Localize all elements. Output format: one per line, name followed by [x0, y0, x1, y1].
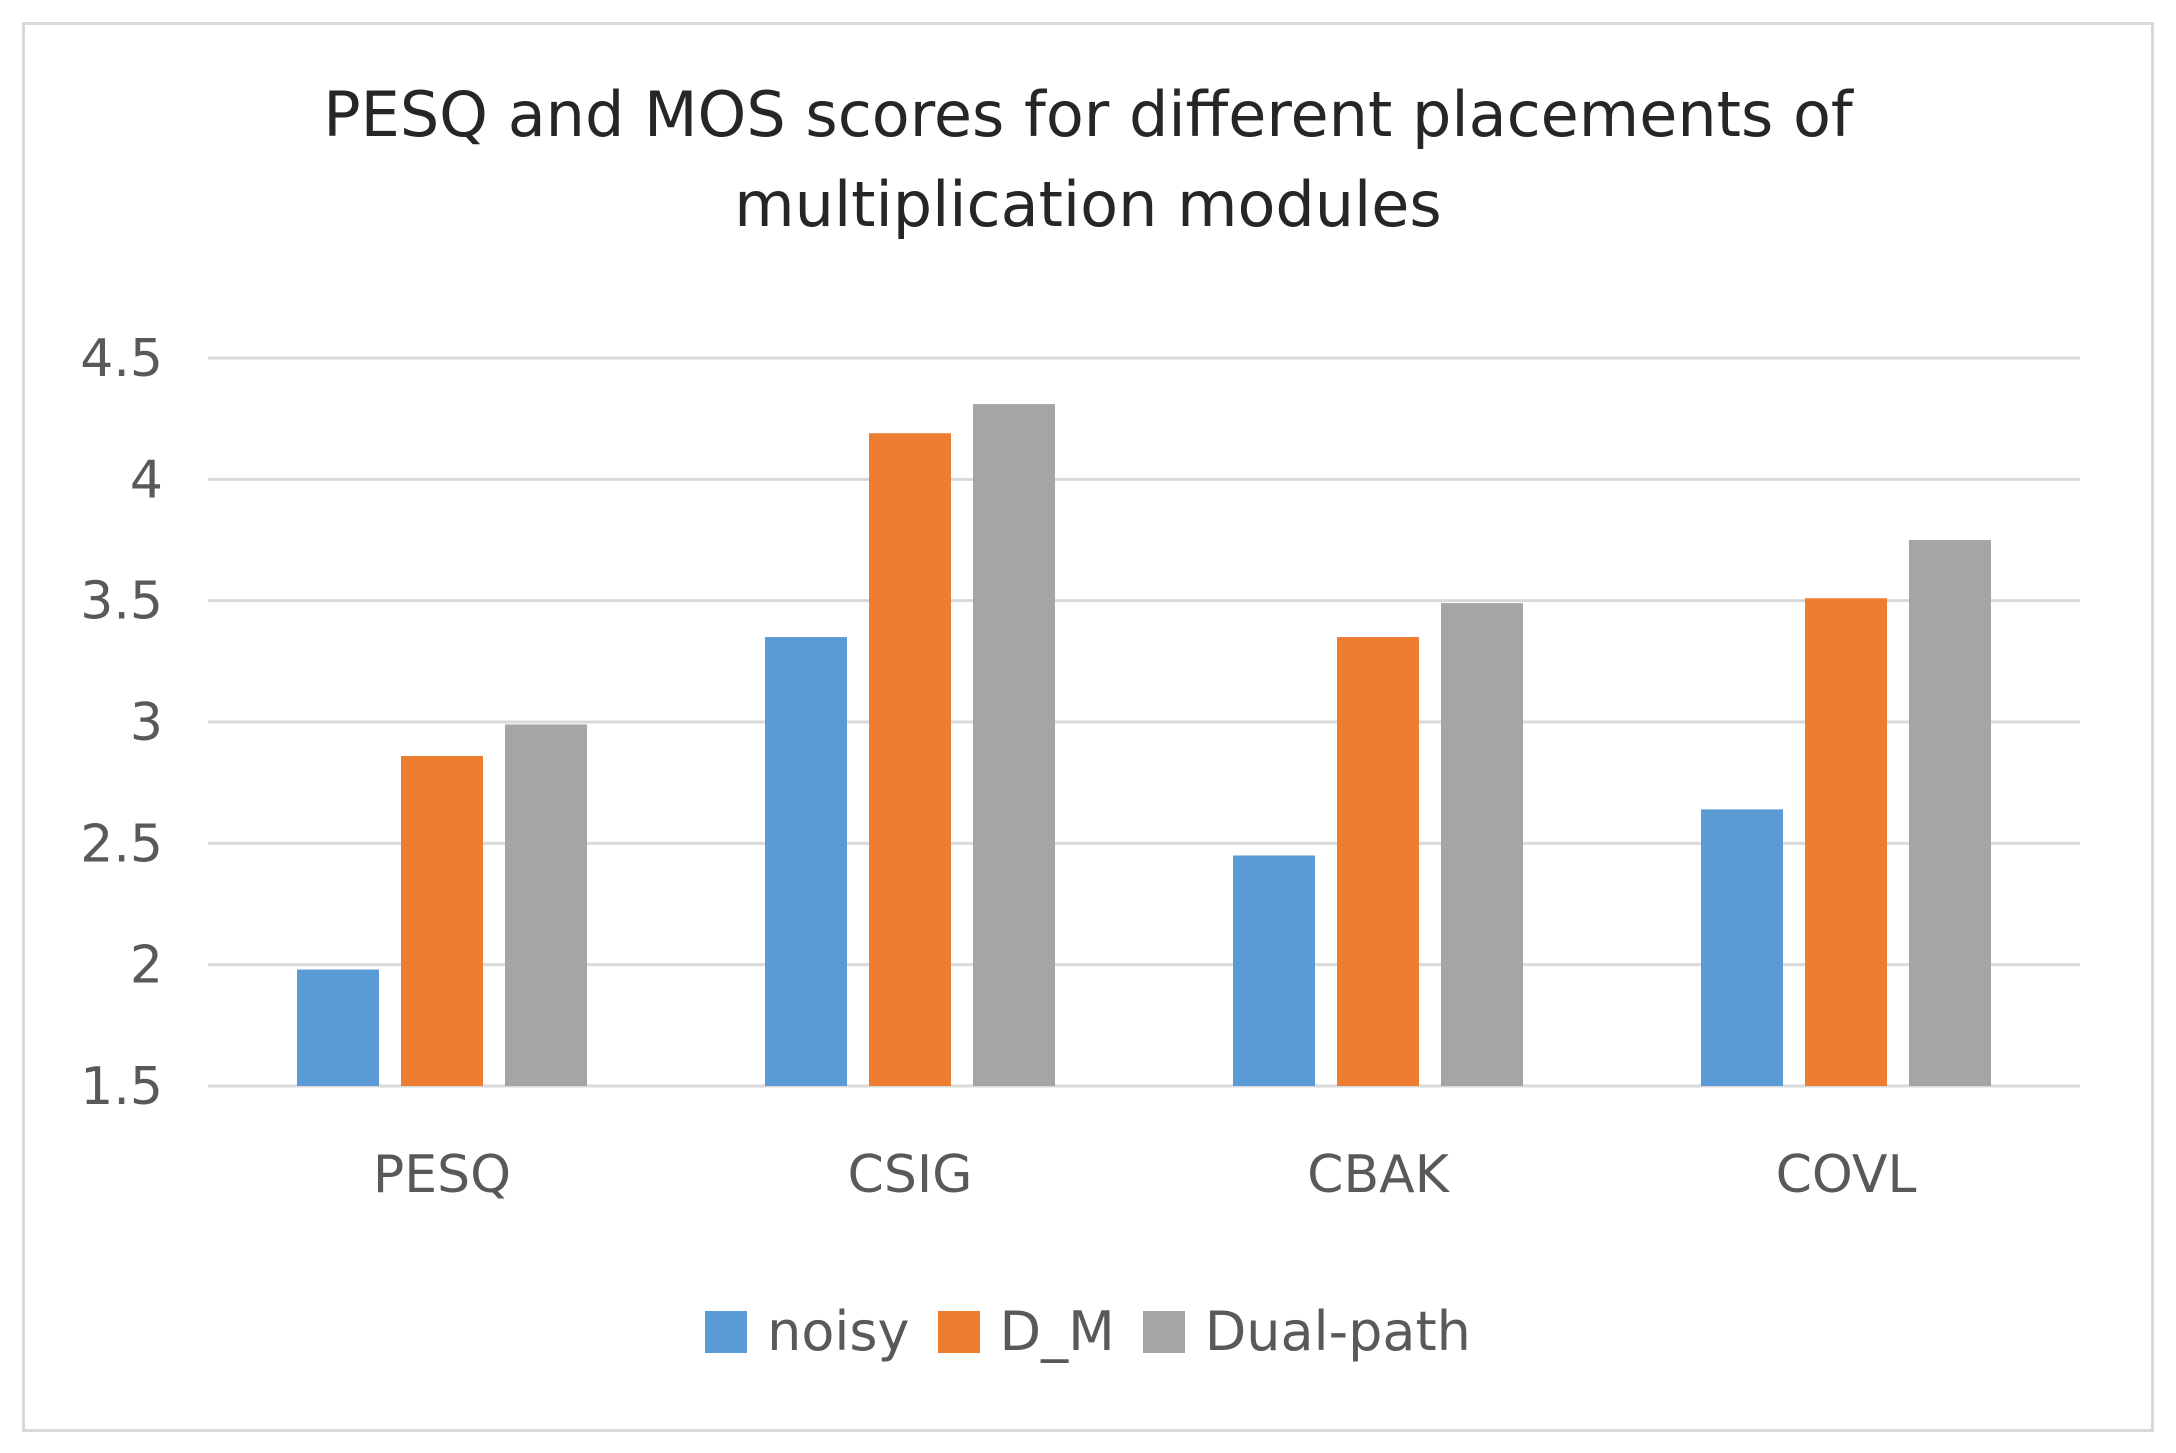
legend-label-d-m: D_M — [999, 1300, 1115, 1363]
legend-item-noisy: noisy — [705, 1300, 910, 1363]
x-tick-label-cbak: CBAK — [1307, 1145, 1451, 1205]
y-tick-label-2: 2.5 — [80, 814, 163, 874]
y-tick-label-4: 3.5 — [80, 572, 163, 632]
legend-label-dual-path: Dual-path — [1204, 1300, 1471, 1363]
chart-frame — [22, 22, 2154, 1432]
bar-dual-path-pesq — [505, 724, 587, 1086]
y-tick-label-0: 1.5 — [80, 1057, 163, 1117]
bar-d-m-csig — [869, 433, 951, 1086]
chart-title: PESQ and MOS scores for different placem… — [0, 70, 2176, 250]
bar-dual-path-cbak — [1441, 603, 1523, 1086]
legend-label-noisy: noisy — [767, 1300, 910, 1363]
y-tick-label-3: 3 — [130, 693, 163, 753]
y-tick-label-1: 2 — [130, 936, 163, 996]
legend-item-dual-path: Dual-path — [1142, 1300, 1471, 1363]
bar-noisy-covl — [1701, 809, 1783, 1086]
legend-swatch-noisy — [705, 1310, 748, 1353]
bar-d-m-covl — [1805, 598, 1887, 1086]
legend-swatch-dual-path — [1142, 1310, 1185, 1353]
bar-noisy-cbak — [1233, 855, 1315, 1086]
bar-dual-path-csig — [973, 404, 1055, 1086]
bar-dual-path-covl — [1909, 540, 1991, 1086]
x-tick-label-csig: CSIG — [848, 1145, 973, 1205]
y-tick-label-5: 4 — [130, 450, 163, 510]
bar-noisy-pesq — [297, 969, 379, 1086]
bar-noisy-csig — [765, 637, 847, 1086]
x-tick-label-pesq: PESQ — [373, 1145, 511, 1205]
bar-d-m-pesq — [401, 755, 483, 1086]
legend-item-d-m: D_M — [937, 1300, 1115, 1363]
bar-d-m-cbak — [1337, 637, 1419, 1086]
legend: noisy D_M Dual-path — [0, 1300, 2176, 1363]
x-tick-label-covl: COVL — [1776, 1145, 1917, 1205]
legend-swatch-d-m — [937, 1310, 980, 1353]
chart-title-line-2: multiplication modules — [734, 168, 1442, 241]
y-tick-label-6: 4.5 — [80, 329, 163, 389]
chart-title-line-1: PESQ and MOS scores for different placem… — [323, 78, 1853, 151]
